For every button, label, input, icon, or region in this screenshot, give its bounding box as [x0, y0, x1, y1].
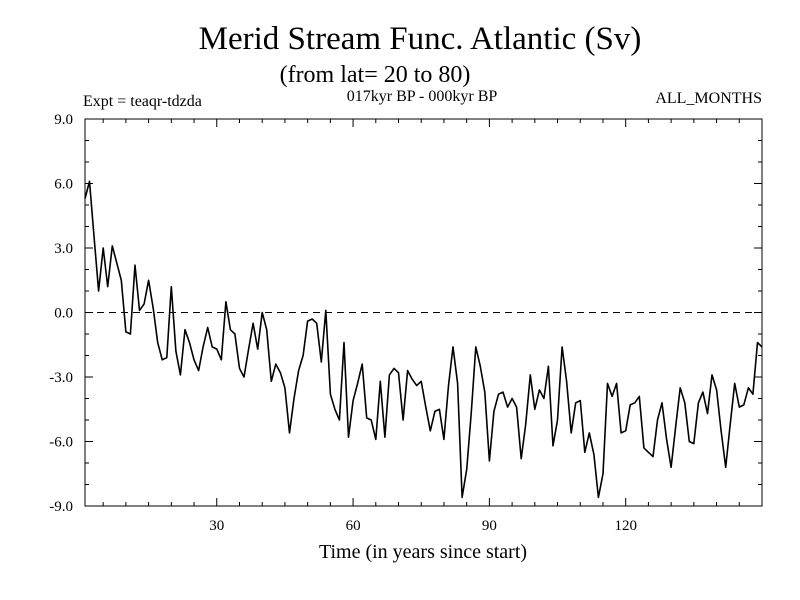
y-tick-label: -9.0 — [49, 499, 73, 515]
y-tick-label: 9.0 — [54, 112, 73, 128]
experiment-label: Expt = teaqr-tdzda — [83, 93, 202, 110]
y-tick-label: -3.0 — [49, 370, 73, 386]
x-axis: 30 60 90 120 — [102, 119, 740, 534]
y-axis: -9.0 -6.0 -3.0 0.0 3.0 6.0 9.0 — [49, 112, 762, 515]
y-tick-label: 0.0 — [54, 306, 73, 322]
y-tick-label: 3.0 — [54, 241, 73, 257]
chart-subtitle: (from lat= 20 to 80) — [280, 62, 471, 88]
x-axis-label: Time (in years since start) — [319, 541, 527, 563]
series-line — [84, 180, 763, 499]
x-tick-label: 90 — [482, 518, 497, 534]
y-tick-label: -6.0 — [49, 435, 73, 451]
x-tick-label: 30 — [209, 518, 224, 534]
x-tick-label: 120 — [614, 518, 637, 534]
months-label: ALL_MONTHS — [655, 90, 762, 107]
y-tick-label: 6.0 — [54, 177, 73, 193]
period-label: 017kyr BP - 000kyr BP — [347, 88, 498, 105]
x-tick-label: 60 — [346, 518, 361, 534]
chart-title: Merid Stream Func. Atlantic (Sv) — [199, 21, 642, 57]
